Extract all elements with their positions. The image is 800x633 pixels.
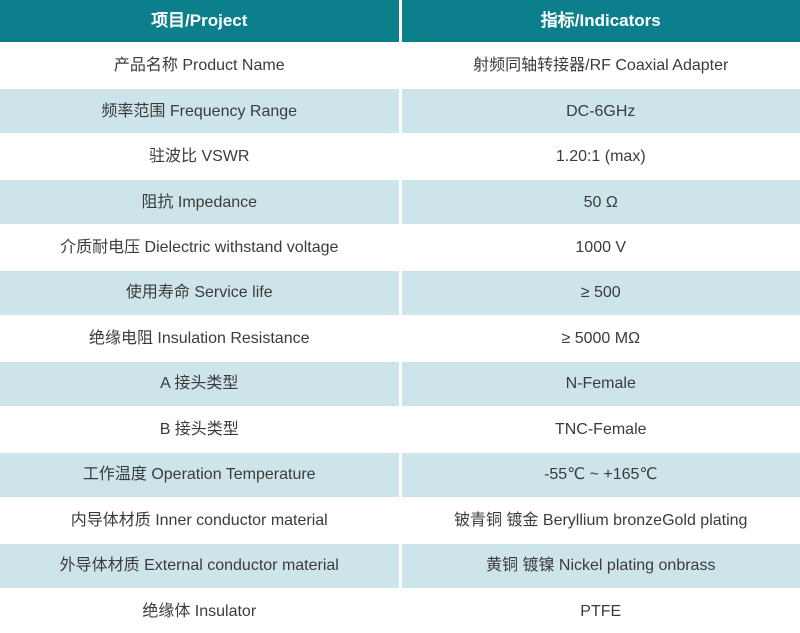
table-row: 工作温度 Operation Temperature -55℃ ~ +165℃ xyxy=(0,453,800,497)
project-cell: 使用寿命 Service life xyxy=(0,271,399,315)
project-cell: A 接头类型 xyxy=(0,362,399,406)
indicator-cell: ≥ 500 xyxy=(401,271,800,315)
table-header-row: 项目/Project 指标/Indicators xyxy=(0,0,800,42)
indicator-cell: 1000 V xyxy=(401,225,800,270)
project-cell: 工作温度 Operation Temperature xyxy=(0,453,399,497)
indicator-cell: -55℃ ~ +165℃ xyxy=(401,453,800,497)
table-row: 外导体材质 External conductor material 黄铜 镀镍 … xyxy=(0,544,800,588)
indicator-cell: N-Female xyxy=(401,362,800,406)
table-row: 驻波比 VSWR 1.20:1 (max) xyxy=(0,134,800,179)
table-row: A 接头类型 N-Female xyxy=(0,362,800,406)
header-cell-indicators: 指标/Indicators xyxy=(401,0,800,42)
project-cell: B 接头类型 xyxy=(0,407,399,452)
project-cell: 频率范围 Frequency Range xyxy=(0,89,399,133)
indicator-cell: DC-6GHz xyxy=(401,89,800,133)
table-row: B 接头类型 TNC-Female xyxy=(0,407,800,452)
table-row: 产品名称 Product Name 射频同轴转接器/RF Coaxial Ada… xyxy=(0,44,800,88)
indicator-cell: 50 Ω xyxy=(401,180,800,224)
table-row: 介质耐电压 Dielectric withstand voltage 1000 … xyxy=(0,225,800,270)
project-cell: 绝缘体 Insulator xyxy=(0,589,399,633)
header-cell-project: 项目/Project xyxy=(0,0,399,42)
table-row: 绝缘体 Insulator PTFE xyxy=(0,589,800,633)
indicator-cell: 1.20:1 (max) xyxy=(401,134,800,179)
table-row: 频率范围 Frequency Range DC-6GHz xyxy=(0,89,800,133)
table-row: 阻抗 Impedance 50 Ω xyxy=(0,180,800,224)
indicator-cell: TNC-Female xyxy=(401,407,800,452)
project-cell: 外导体材质 External conductor material xyxy=(0,544,399,588)
project-cell: 产品名称 Product Name xyxy=(0,44,399,88)
indicator-cell: 射频同轴转接器/RF Coaxial Adapter xyxy=(401,44,800,88)
indicator-cell: ≥ 5000 MΩ xyxy=(401,316,800,361)
table-row: 使用寿命 Service life ≥ 500 xyxy=(0,271,800,315)
project-cell: 阻抗 Impedance xyxy=(0,180,399,224)
indicator-cell: 铍青铜 镀金 Beryllium bronzeGold plating xyxy=(401,498,800,543)
project-cell: 驻波比 VSWR xyxy=(0,134,399,179)
project-cell: 介质耐电压 Dielectric withstand voltage xyxy=(0,225,399,270)
project-cell: 绝缘电阻 Insulation Resistance xyxy=(0,316,399,361)
project-cell: 内导体材质 Inner conductor material xyxy=(0,498,399,543)
table-row: 内导体材质 Inner conductor material 铍青铜 镀金 Be… xyxy=(0,498,800,543)
indicator-cell: PTFE xyxy=(401,589,800,633)
table-row: 绝缘电阻 Insulation Resistance ≥ 5000 MΩ xyxy=(0,316,800,361)
indicator-cell: 黄铜 镀镍 Nickel plating onbrass xyxy=(401,544,800,588)
